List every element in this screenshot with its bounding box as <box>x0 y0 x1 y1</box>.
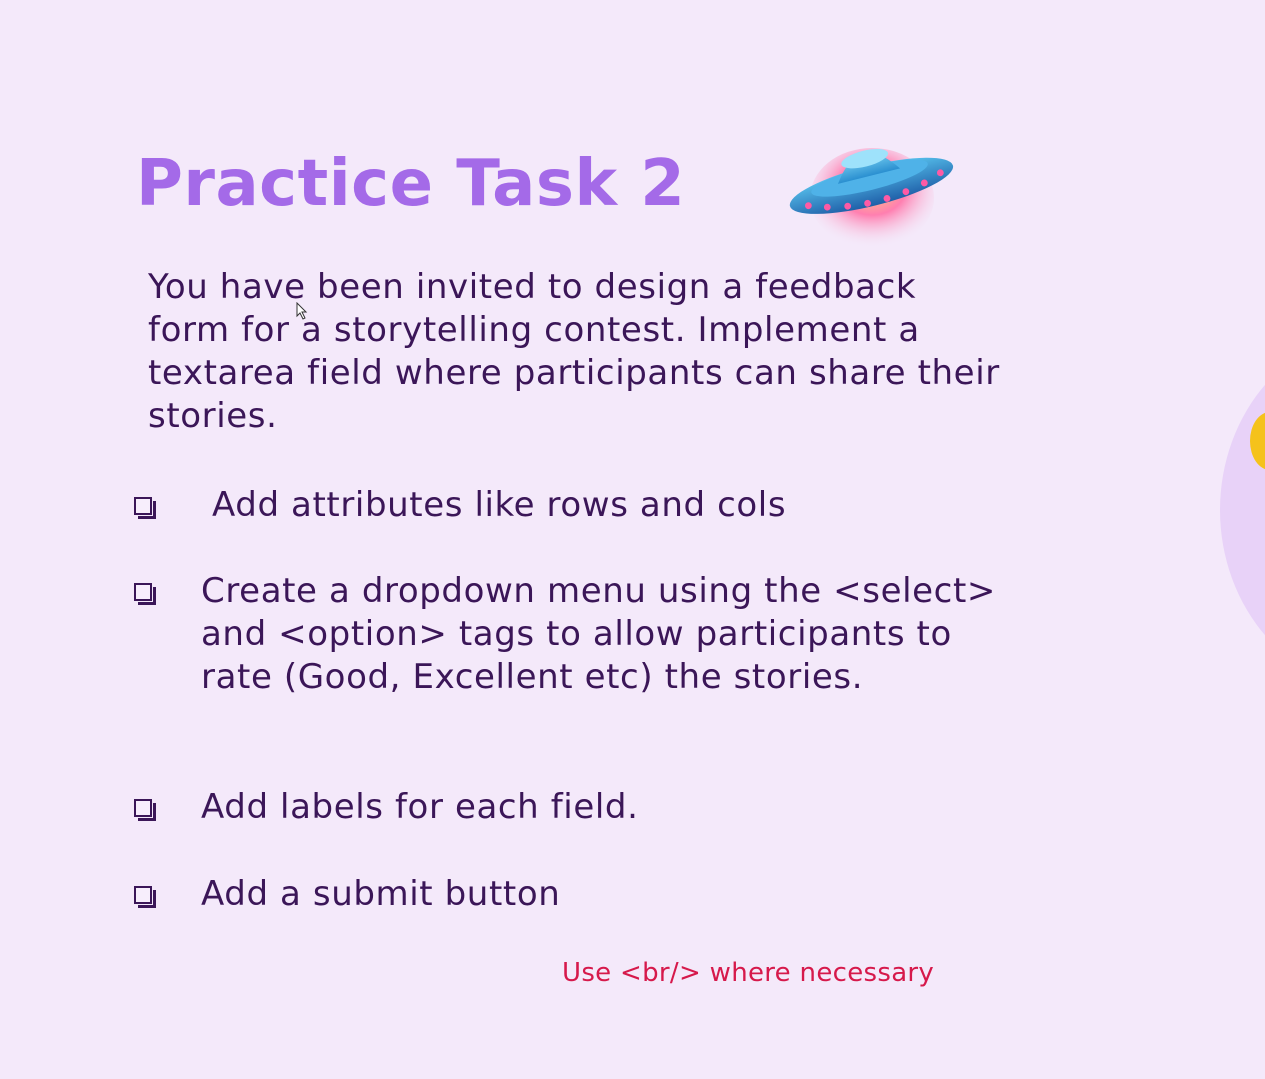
task-description: You have been invited to design a feedba… <box>148 267 1000 436</box>
task-item-text: Add a submit button <box>201 874 561 914</box>
decorative-circle <box>1220 330 1265 690</box>
task-item-text: Add attributes like rows and cols <box>212 485 787 525</box>
checkbox-icon <box>134 497 156 519</box>
mouse-cursor-icon <box>296 302 308 320</box>
task-item-text: Add labels for each field. <box>201 787 639 827</box>
note-text: Use <br/> where necessary <box>562 958 935 988</box>
task-item-text: Create a dropdown menu using the <select… <box>201 571 996 697</box>
task-item-2: Create a dropdown menu using the <select… <box>134 570 1021 699</box>
task-item-4: Add a submit button <box>134 873 1001 916</box>
task-item-3: Add labels for each field. <box>134 786 1001 829</box>
slide-title: Practice Task 2 <box>136 147 686 221</box>
task-item-1: Add attributes like rows and cols <box>134 484 1012 527</box>
checkbox-icon <box>134 583 156 605</box>
checkbox-icon <box>134 886 156 908</box>
decorative-yellow-shape <box>1250 412 1265 470</box>
ufo-icon <box>789 148 954 248</box>
checkbox-icon <box>134 799 156 821</box>
